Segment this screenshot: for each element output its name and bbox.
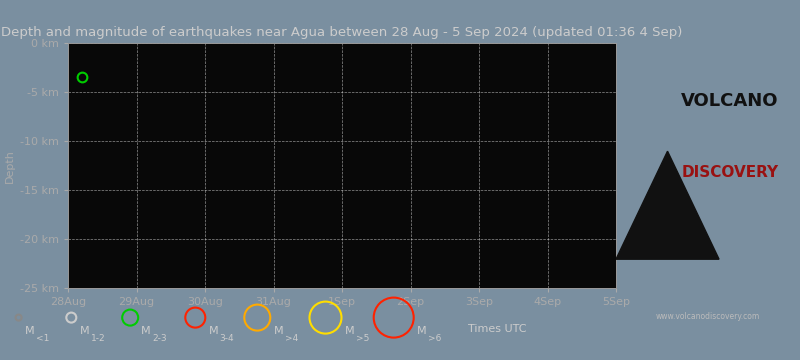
- Text: 3-4: 3-4: [219, 334, 234, 343]
- Text: >4: >4: [285, 334, 298, 343]
- Text: M: M: [79, 326, 89, 336]
- Text: VOLCANO: VOLCANO: [682, 92, 779, 110]
- Title: Depth and magnitude of earthquakes near Agua between 28 Aug - 5 Sep 2024 (update: Depth and magnitude of earthquakes near …: [2, 26, 682, 39]
- Text: <1: <1: [36, 334, 50, 343]
- Text: DISCOVERY: DISCOVERY: [682, 165, 778, 180]
- Text: M: M: [208, 326, 218, 336]
- Text: >6: >6: [428, 334, 442, 343]
- Text: M: M: [142, 326, 151, 336]
- Text: Times UTC: Times UTC: [468, 324, 526, 334]
- Text: M: M: [345, 326, 354, 336]
- Text: >5: >5: [356, 334, 369, 343]
- Text: M: M: [25, 326, 34, 336]
- Text: M: M: [274, 326, 283, 336]
- Polygon shape: [616, 151, 719, 259]
- Y-axis label: Depth: Depth: [5, 149, 14, 183]
- Text: 1-2: 1-2: [90, 334, 105, 343]
- Text: M: M: [417, 326, 426, 336]
- Text: www.volcanodiscovery.com: www.volcanodiscovery.com: [656, 312, 760, 321]
- Text: 2-3: 2-3: [153, 334, 167, 343]
